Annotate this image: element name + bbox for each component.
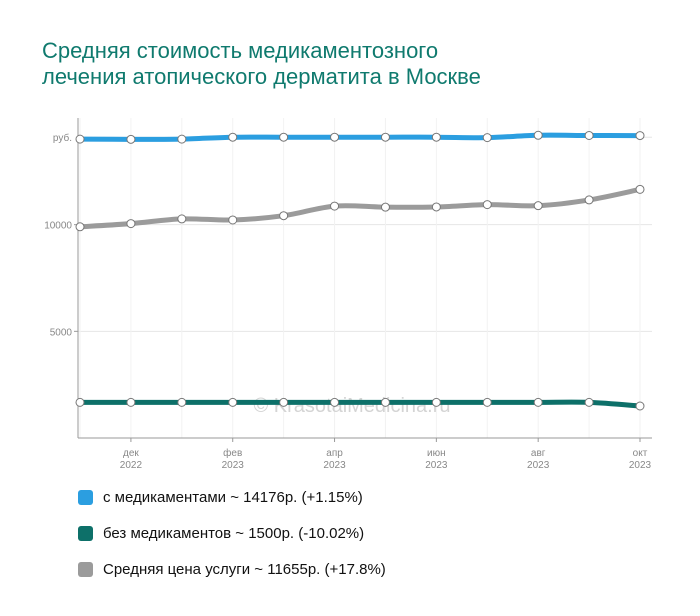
x-tick-label-year: 2023 xyxy=(629,460,652,471)
x-tick-label-year: 2023 xyxy=(527,460,550,471)
series-with-medication-point xyxy=(279,132,289,142)
series-avg-service-price-point xyxy=(330,201,340,211)
x-tick-label-month: июн xyxy=(427,448,446,459)
series-avg-service-price-point xyxy=(75,222,85,232)
series-with-medication-line xyxy=(77,132,643,142)
series-with-medication-point xyxy=(482,133,492,143)
x-tick-label-month: фев xyxy=(223,447,242,459)
series-with-medication-point xyxy=(533,130,543,140)
series-with-medication-point xyxy=(177,134,187,144)
series-without-medication-point xyxy=(177,397,187,407)
x-tick-label-year: 2023 xyxy=(425,460,448,471)
chart-title: Средняя стоимость медикаментозного лечен… xyxy=(42,38,662,90)
x-tick-label-month: авг xyxy=(531,448,546,459)
series-without-medication-point xyxy=(75,397,85,407)
y-tick-label: 5000 xyxy=(50,327,73,338)
legend-item-without-medication: без медикаментов ~ 1500р. (-10.02%) xyxy=(78,522,386,544)
x-tick-label-month: дек xyxy=(123,448,139,459)
legend-label: Средняя цена услуги ~ 11655р. (+17.8%) xyxy=(103,560,386,578)
series-without-medication-point xyxy=(431,397,441,407)
x-tick-label-month: апр xyxy=(326,448,343,459)
series-with-medication-point xyxy=(380,132,390,142)
series-with-medication-point xyxy=(584,130,594,140)
series-with-medication-point xyxy=(431,132,441,142)
legend-item-avg-service-price: Средняя цена услуги ~ 11655р. (+17.8%) xyxy=(78,558,386,580)
legend-swatch xyxy=(78,561,93,577)
series-without-medication-point xyxy=(126,397,136,407)
series-avg-service-price-line xyxy=(77,186,643,230)
legend-label: без медикаментов ~ 1500р. (-10.02%) xyxy=(103,524,365,542)
chart-title-line-1: Средняя стоимость медикаментозного xyxy=(42,38,439,63)
series-without-medication-point xyxy=(635,401,645,411)
x-tick-label-year: 2023 xyxy=(222,460,245,471)
series-avg-service-price-point xyxy=(431,202,441,212)
series-avg-service-price-point xyxy=(482,200,492,210)
series-without-medication-point xyxy=(380,397,390,407)
x-tick-label-year: 2022 xyxy=(120,460,143,471)
chart-title-line-2: лечения атопического дерматита в Москве xyxy=(42,64,481,89)
series-with-medication-point xyxy=(228,132,238,142)
y-tick-label: 10000 xyxy=(44,221,72,232)
series-with-medication-point xyxy=(635,131,645,141)
series-without-medication-point xyxy=(228,397,238,407)
series-avg-service-price-point xyxy=(279,211,289,221)
series-avg-service-price-point xyxy=(380,202,390,212)
series-with-medication-point xyxy=(75,134,85,144)
series-avg-service-price-point xyxy=(584,195,594,205)
series-without-medication-point xyxy=(482,397,492,407)
series-with-medication-point xyxy=(330,132,340,142)
series-without-medication-point xyxy=(279,397,289,407)
legend-swatch xyxy=(78,489,93,505)
series-avg-service-price-point xyxy=(533,201,543,211)
series-avg-service-price-point xyxy=(635,184,645,194)
series-avg-service-price-point xyxy=(228,215,238,225)
legend-label: с медикаментами ~ 14176р. (+1.15%) xyxy=(103,488,363,506)
series-with-medication-point xyxy=(126,134,136,144)
series-without-medication-point xyxy=(584,397,594,407)
series-avg-service-price-point xyxy=(126,219,136,229)
legend-swatch xyxy=(78,525,93,541)
series-without-medication-point xyxy=(330,397,340,407)
chart-legend: с медикаментами ~ 14176р. (+1.15%) без ме… xyxy=(78,486,386,594)
series-without-medication-point xyxy=(533,397,543,407)
x-tick-label-year: 2023 xyxy=(323,460,346,471)
x-tick-label-month: окт xyxy=(633,448,648,459)
legend-item-with-medication: с медикаментами ~ 14176р. (+1.15%) xyxy=(78,486,386,508)
series-avg-service-price-point xyxy=(177,214,187,224)
y-axis-unit-label: руб. xyxy=(53,132,72,144)
